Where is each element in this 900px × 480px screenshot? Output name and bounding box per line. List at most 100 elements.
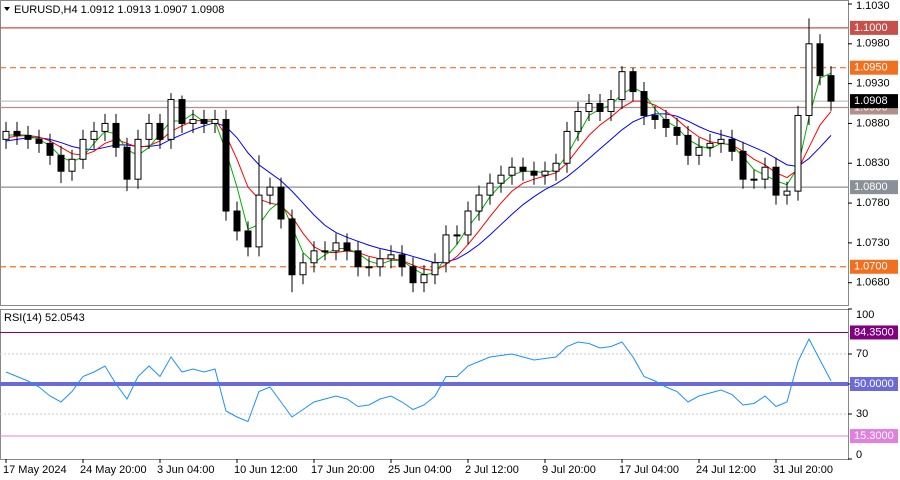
candle-body [376,258,384,268]
candle-body [255,194,263,248]
rsi-line [5,337,832,423]
candle-body [541,170,549,176]
candle-body [299,262,307,276]
candle-body [189,118,197,124]
y-tick-label: 1.0730 [856,237,890,249]
level-label: 1.0950 [854,62,888,74]
level-tag [850,60,898,75]
x-tick-label: 2 Jul 12:00 [465,464,519,476]
candle-body [552,162,560,172]
y-tick-label: 1.1030 [856,0,890,12]
candle-body [387,254,395,260]
candle-body [46,142,54,156]
candle-body [783,190,791,196]
candle-body [453,234,461,237]
candle-body [596,103,604,112]
candle-body [695,146,703,156]
candle-body [398,254,406,268]
y-tick-label: 1.0680 [856,277,890,289]
y-tick-label: 1.0830 [856,157,890,169]
level-label: 50.0000 [854,378,894,390]
candle-body [134,138,142,180]
level-label: 1.0800 [854,181,888,193]
x-tick-label: 24 Jul 12:00 [696,464,756,476]
candle-body [288,218,296,276]
candle-body [585,103,593,112]
candle-body [816,43,824,77]
x-tick-label: 3 Jun 04:00 [157,464,215,476]
y-tick-label: 1.0780 [856,197,890,209]
menu-arrow[interactable] [4,7,10,11]
candle-body [827,75,835,102]
x-tick-label: 17 May 2024 [3,464,67,476]
y-tick-label: 0 [856,449,862,461]
candle-body [310,250,318,264]
candle-body [750,178,758,181]
x-tick-label: 24 May 20:00 [80,464,147,476]
level-tag [850,180,898,195]
candle-body [739,150,747,180]
candle-body [442,234,450,264]
candle-body [167,99,175,140]
price-frame [0,0,849,306]
candle-body [90,130,98,140]
candle-body [57,154,65,172]
candle-body [420,274,428,284]
candle-body [794,114,802,192]
last-price-tag [850,94,898,109]
level-label: 1.1000 [854,22,888,34]
candle-body [233,210,241,232]
candle-body [629,71,637,93]
candle-body [68,158,76,172]
candle-body [574,110,582,132]
candle-body [530,170,538,176]
chart-title: EURUSD,H4 1.0912 1.0913 1.0907 1.0908 [14,4,224,16]
candle-body [178,99,186,124]
candle-body [156,122,164,140]
level-tag [850,429,898,444]
y-tick-label: 100 [856,309,874,321]
rsi-title: RSI(14) 52.0543 [4,312,85,324]
candle-body [618,71,626,101]
ma-line [5,100,832,272]
level-label: 1.0700 [854,261,888,273]
candle-body [640,91,648,116]
x-tick-label: 25 Jun 04:00 [388,464,452,476]
candle-body [244,230,252,248]
candle-body [651,114,659,120]
candle-body [200,118,208,124]
candle-body [772,166,780,196]
candle-body [508,166,516,176]
candle-body [607,99,615,112]
candle-body [332,242,340,252]
level-tag [850,20,898,35]
candle-body [101,122,109,132]
candle-body [464,210,472,236]
x-tick-label: 9 Jul 20:00 [542,464,596,476]
candle-body [684,134,692,156]
candle-body [365,266,373,269]
candle-body [409,266,417,284]
candle-body [431,262,439,276]
candle-body [761,166,769,180]
level-tag [850,259,898,274]
candle-body [2,130,10,140]
candle-body [13,130,21,136]
candle-body [728,138,736,152]
candle-body [475,194,483,212]
level-tag [850,325,898,340]
candle-body [35,138,43,144]
candle-body [277,186,285,220]
last-price-label: 1.0908 [854,95,888,107]
candle-body [673,126,681,136]
x-tick-label: 17 Jul 04:00 [619,464,679,476]
candle-body [717,138,725,144]
y-tick-label: 1.0930 [856,78,890,90]
y-tick-label: 1.0980 [856,38,890,50]
candle-body [497,174,505,184]
candle-body [343,242,351,252]
level-label: 15.3000 [854,430,894,442]
candle-body [706,142,714,148]
ma-line [5,113,832,264]
